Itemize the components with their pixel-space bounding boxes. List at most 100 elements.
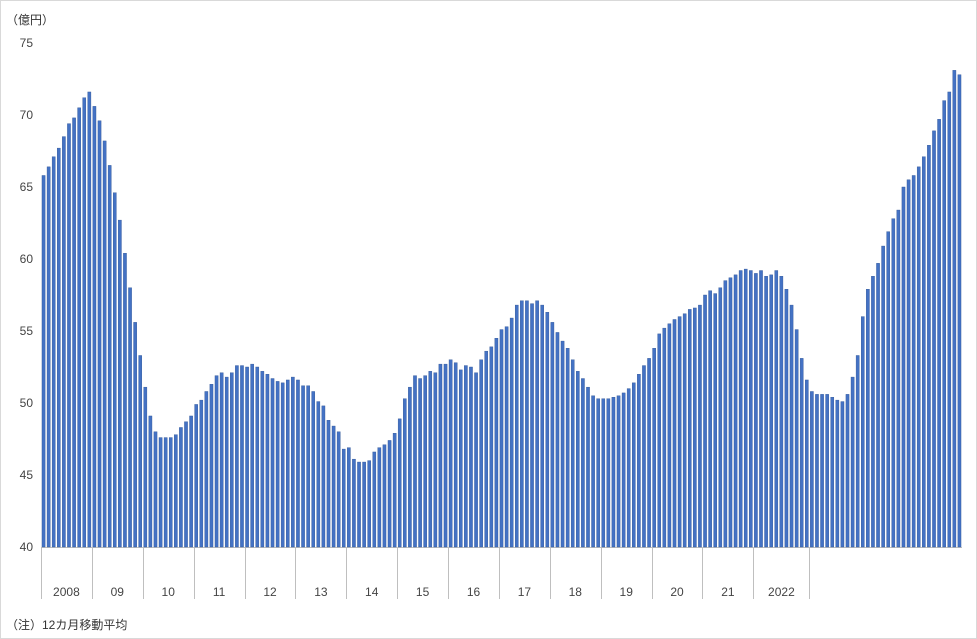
bar bbox=[672, 319, 677, 548]
bar bbox=[667, 323, 672, 548]
bar bbox=[504, 326, 509, 548]
bar-layer bbox=[41, 70, 962, 548]
x-group-label: 14 bbox=[365, 585, 379, 599]
bar bbox=[387, 440, 392, 548]
bar bbox=[250, 363, 254, 548]
bar bbox=[937, 119, 941, 548]
bar bbox=[341, 448, 346, 548]
bar bbox=[112, 192, 117, 548]
y-tick-label: 60 bbox=[20, 252, 34, 266]
bar bbox=[499, 329, 504, 548]
bar bbox=[662, 327, 667, 548]
bar bbox=[881, 245, 885, 548]
bar bbox=[565, 348, 570, 548]
bar bbox=[916, 166, 921, 548]
bar bbox=[265, 374, 270, 548]
bar bbox=[362, 461, 366, 548]
bar bbox=[199, 399, 204, 548]
x-group-label: 09 bbox=[111, 585, 125, 599]
bar bbox=[540, 304, 544, 548]
bar bbox=[733, 274, 738, 548]
x-group-label: 18 bbox=[569, 585, 583, 599]
bar bbox=[743, 268, 748, 548]
bar bbox=[621, 392, 626, 548]
bar bbox=[275, 381, 280, 548]
bar bbox=[102, 140, 107, 548]
bar bbox=[789, 304, 794, 548]
bar bbox=[464, 365, 468, 548]
bar bbox=[158, 437, 163, 548]
y-tick-label: 75 bbox=[20, 36, 34, 50]
bar bbox=[545, 312, 550, 548]
bar bbox=[855, 355, 860, 548]
bar bbox=[484, 350, 489, 548]
bar bbox=[550, 322, 555, 548]
bar bbox=[153, 431, 158, 548]
bar bbox=[133, 322, 137, 548]
bar bbox=[922, 156, 926, 548]
bar bbox=[779, 276, 784, 548]
bar bbox=[123, 253, 127, 548]
bar bbox=[794, 329, 799, 548]
bar bbox=[723, 280, 728, 548]
bar bbox=[92, 106, 97, 548]
bar bbox=[947, 91, 952, 548]
bar bbox=[871, 276, 875, 548]
bar bbox=[759, 270, 763, 548]
bar bbox=[163, 437, 168, 548]
bar bbox=[367, 460, 371, 548]
bar bbox=[148, 415, 153, 548]
bar bbox=[107, 165, 112, 548]
bar bbox=[453, 362, 458, 548]
bar bbox=[128, 287, 132, 548]
x-group-label: 11 bbox=[213, 585, 226, 599]
bar bbox=[57, 147, 61, 548]
bar bbox=[509, 317, 514, 548]
bar bbox=[850, 376, 855, 548]
x-group-label: 15 bbox=[416, 585, 430, 599]
bar bbox=[581, 378, 585, 548]
bar bbox=[626, 388, 631, 548]
bar bbox=[652, 348, 656, 548]
bar bbox=[372, 451, 377, 548]
y-tick-label: 40 bbox=[20, 540, 34, 554]
bar bbox=[459, 369, 463, 548]
bar bbox=[866, 289, 870, 548]
bar bbox=[438, 363, 443, 548]
bar bbox=[637, 374, 641, 548]
bar bbox=[560, 340, 565, 548]
bar bbox=[479, 359, 483, 548]
bar bbox=[255, 366, 260, 548]
bar bbox=[957, 74, 962, 548]
bar bbox=[219, 372, 224, 548]
bar bbox=[489, 346, 494, 548]
y-axis-unit-label: （億円） bbox=[6, 13, 55, 27]
bar bbox=[382, 444, 387, 548]
bar bbox=[51, 156, 56, 548]
bar bbox=[301, 385, 305, 548]
bar bbox=[118, 219, 122, 548]
x-group-label: 13 bbox=[314, 585, 328, 599]
x-group-label: 21 bbox=[721, 585, 735, 599]
bar bbox=[209, 384, 214, 548]
bar bbox=[708, 290, 712, 548]
bar bbox=[311, 391, 315, 548]
bar bbox=[830, 397, 835, 548]
bar bbox=[214, 375, 219, 548]
x-group-label: 2008 bbox=[53, 585, 80, 599]
bar bbox=[97, 120, 102, 548]
bar bbox=[606, 398, 611, 548]
bar bbox=[810, 391, 814, 548]
bar bbox=[331, 425, 336, 548]
bar bbox=[642, 365, 646, 548]
x-group-label: 12 bbox=[263, 585, 277, 599]
bar bbox=[77, 107, 81, 548]
bar bbox=[784, 289, 789, 548]
bar bbox=[616, 395, 621, 548]
bar bbox=[687, 309, 692, 548]
bar bbox=[693, 307, 697, 548]
bar bbox=[876, 263, 880, 548]
bar bbox=[403, 398, 407, 548]
y-tick-label: 50 bbox=[20, 396, 34, 410]
